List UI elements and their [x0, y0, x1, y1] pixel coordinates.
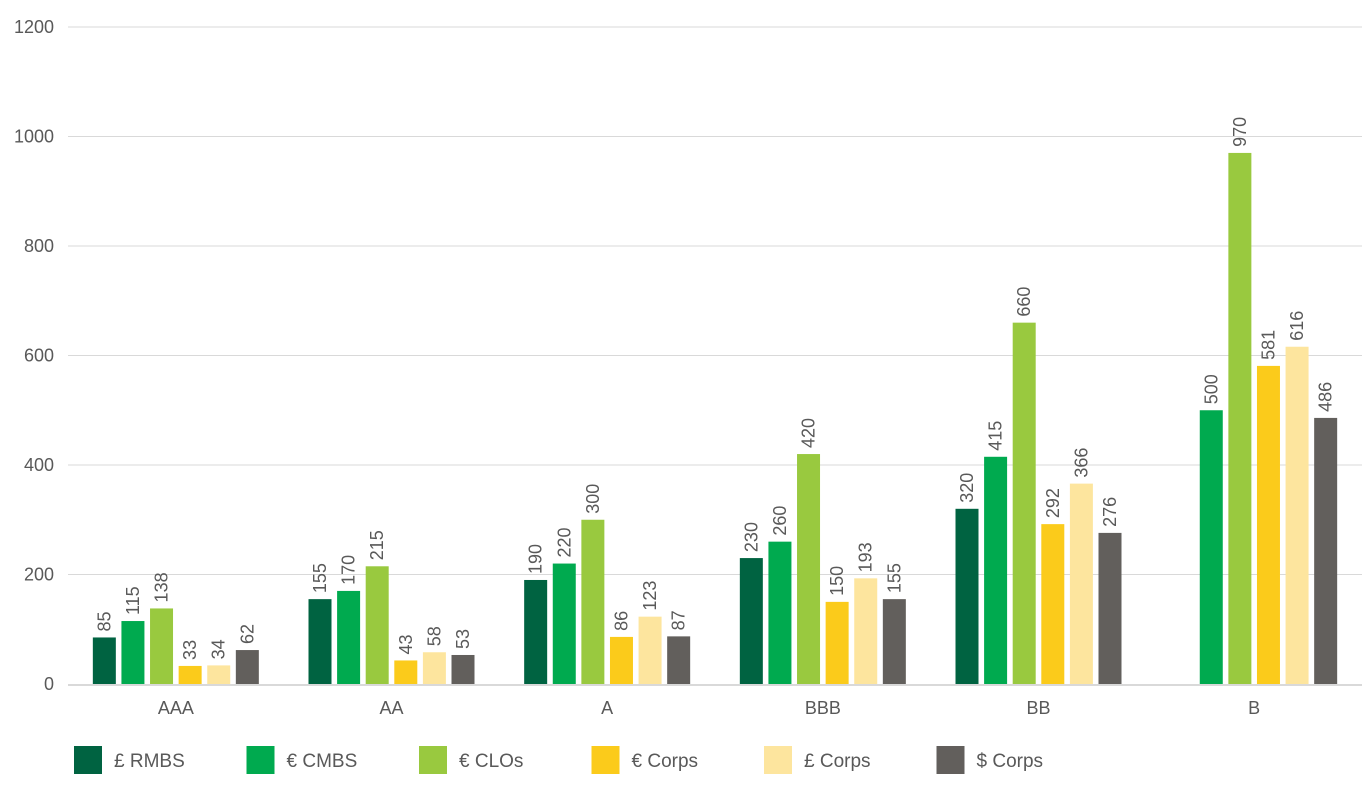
data-label: 170 — [339, 555, 359, 585]
legend-swatch — [764, 746, 792, 774]
x-tick-label: BBB — [805, 698, 841, 718]
legend-label: € CMBS — [287, 751, 358, 772]
bar — [207, 665, 231, 684]
bar — [365, 566, 389, 684]
data-label: 276 — [1100, 497, 1120, 527]
bar — [882, 599, 906, 684]
data-label: 292 — [1043, 488, 1063, 518]
data-label: 260 — [770, 506, 790, 536]
bar — [337, 590, 361, 684]
bar — [609, 636, 633, 684]
x-tick-label: AAA — [158, 698, 194, 718]
data-label: 320 — [957, 473, 977, 503]
bar — [1098, 532, 1122, 684]
y-tick-label: 400 — [24, 455, 54, 475]
data-label: 190 — [526, 544, 546, 574]
x-tick-label: A — [601, 698, 613, 718]
bar — [1228, 152, 1252, 685]
legend-label: $ Corps — [977, 751, 1044, 772]
bar — [394, 660, 418, 684]
bar — [92, 637, 116, 684]
x-tick-label: AA — [379, 698, 403, 718]
bar — [955, 508, 979, 684]
data-label: 58 — [424, 626, 444, 646]
bar — [984, 456, 1008, 684]
legend-swatch — [246, 746, 275, 774]
bar — [422, 652, 446, 684]
y-tick-label: 0 — [44, 674, 54, 694]
data-label: 155 — [310, 563, 330, 593]
data-label: 43 — [396, 634, 416, 654]
bar — [1041, 524, 1065, 684]
y-tick-label: 800 — [24, 236, 54, 256]
data-label: 34 — [209, 639, 229, 659]
data-label: 85 — [94, 611, 114, 631]
legend-label: € CLOs — [459, 751, 523, 772]
data-label: 33 — [180, 640, 200, 660]
data-label: 420 — [799, 418, 819, 448]
legend-swatch — [936, 746, 965, 774]
bar — [739, 558, 763, 684]
data-label: 138 — [152, 572, 172, 602]
data-label: 660 — [1014, 287, 1034, 317]
bar — [768, 541, 792, 684]
bar — [581, 519, 605, 684]
data-label: 616 — [1287, 311, 1307, 341]
x-tick-label: BB — [1026, 698, 1050, 718]
y-tick-label: 1200 — [14, 17, 54, 37]
data-label: 193 — [856, 542, 876, 572]
y-tick-label: 600 — [24, 346, 54, 366]
data-label: 115 — [123, 586, 143, 615]
legend-swatch — [74, 746, 102, 774]
data-label: 970 — [1230, 117, 1250, 147]
data-label: 486 — [1316, 382, 1336, 412]
data-label: 123 — [640, 581, 660, 611]
data-label: 86 — [611, 611, 631, 631]
bar — [150, 608, 174, 684]
bar — [1256, 365, 1280, 684]
bar — [825, 601, 849, 684]
data-label: 415 — [986, 421, 1006, 451]
data-label: 230 — [741, 522, 761, 552]
bar — [1012, 322, 1036, 684]
legend-label: £ Corps — [804, 751, 871, 772]
data-label: 300 — [583, 484, 603, 514]
y-tick-label: 1000 — [14, 127, 54, 147]
data-label: 581 — [1258, 330, 1278, 360]
bar — [638, 616, 662, 684]
bar — [121, 621, 145, 684]
x-tick-label: B — [1248, 698, 1260, 718]
data-label: 87 — [669, 610, 689, 630]
data-label: 366 — [1071, 448, 1091, 478]
bar — [667, 636, 691, 684]
data-label: 53 — [453, 629, 473, 649]
data-label: 220 — [554, 528, 574, 558]
bar — [1285, 346, 1309, 684]
bar — [235, 650, 259, 684]
data-label: 155 — [884, 563, 904, 593]
legend-swatch — [591, 746, 620, 774]
bar — [308, 599, 332, 684]
bar — [797, 454, 821, 684]
legend-label: € Corps — [632, 751, 699, 772]
data-label: 150 — [827, 566, 847, 596]
data-label: 500 — [1201, 374, 1221, 404]
data-label: 215 — [367, 530, 387, 560]
bar — [178, 665, 202, 684]
bar — [1199, 410, 1223, 684]
legend-label: £ RMBS — [114, 751, 185, 772]
bar — [854, 578, 878, 684]
data-label: 62 — [237, 624, 257, 644]
bar — [1069, 483, 1093, 684]
bar — [552, 563, 576, 684]
bar — [451, 654, 475, 684]
bar — [1314, 417, 1338, 684]
legend-swatch — [419, 746, 447, 774]
bar — [524, 579, 548, 684]
y-tick-label: 200 — [24, 565, 54, 585]
